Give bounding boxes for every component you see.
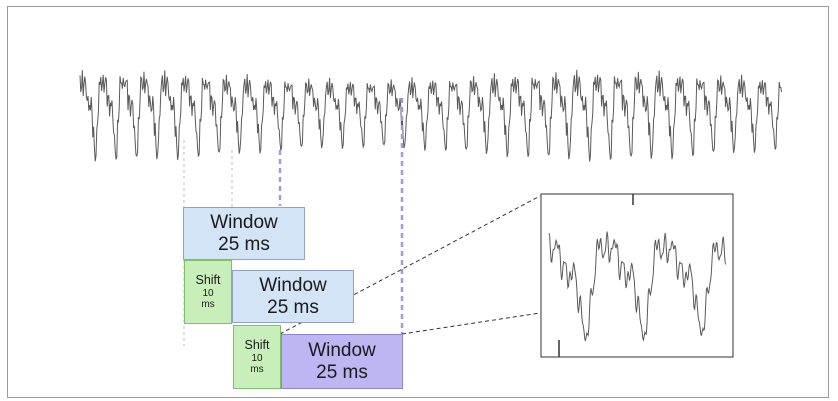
window-box-3: Window 25 ms — [281, 334, 403, 389]
shift-amount: 10 — [251, 352, 263, 364]
window-duration: 25 ms — [267, 296, 319, 318]
zoomed-waveform — [548, 231, 726, 342]
shift-amount: 10 — [202, 287, 214, 299]
shift-label: Shift — [195, 273, 221, 288]
shift-unit: ms — [250, 364, 264, 376]
shift-box-2: Shift 10 ms — [233, 325, 281, 389]
window-duration: 25 ms — [218, 233, 270, 255]
window-label: Window — [308, 339, 376, 361]
speech-waveform — [79, 69, 783, 162]
shift-unit: ms — [201, 299, 215, 311]
window-label: Window — [259, 274, 327, 296]
window-box-1: Window 25 ms — [183, 207, 305, 260]
window-label: Window — [210, 211, 278, 233]
zoom-line-bottom — [401, 312, 541, 335]
shift-box-1: Shift 10 ms — [184, 260, 232, 324]
window-box-2: Window 25 ms — [232, 270, 354, 323]
zoom-inset-box — [540, 193, 734, 358]
shift-label: Shift — [244, 338, 270, 353]
window-duration: 25 ms — [316, 361, 368, 383]
